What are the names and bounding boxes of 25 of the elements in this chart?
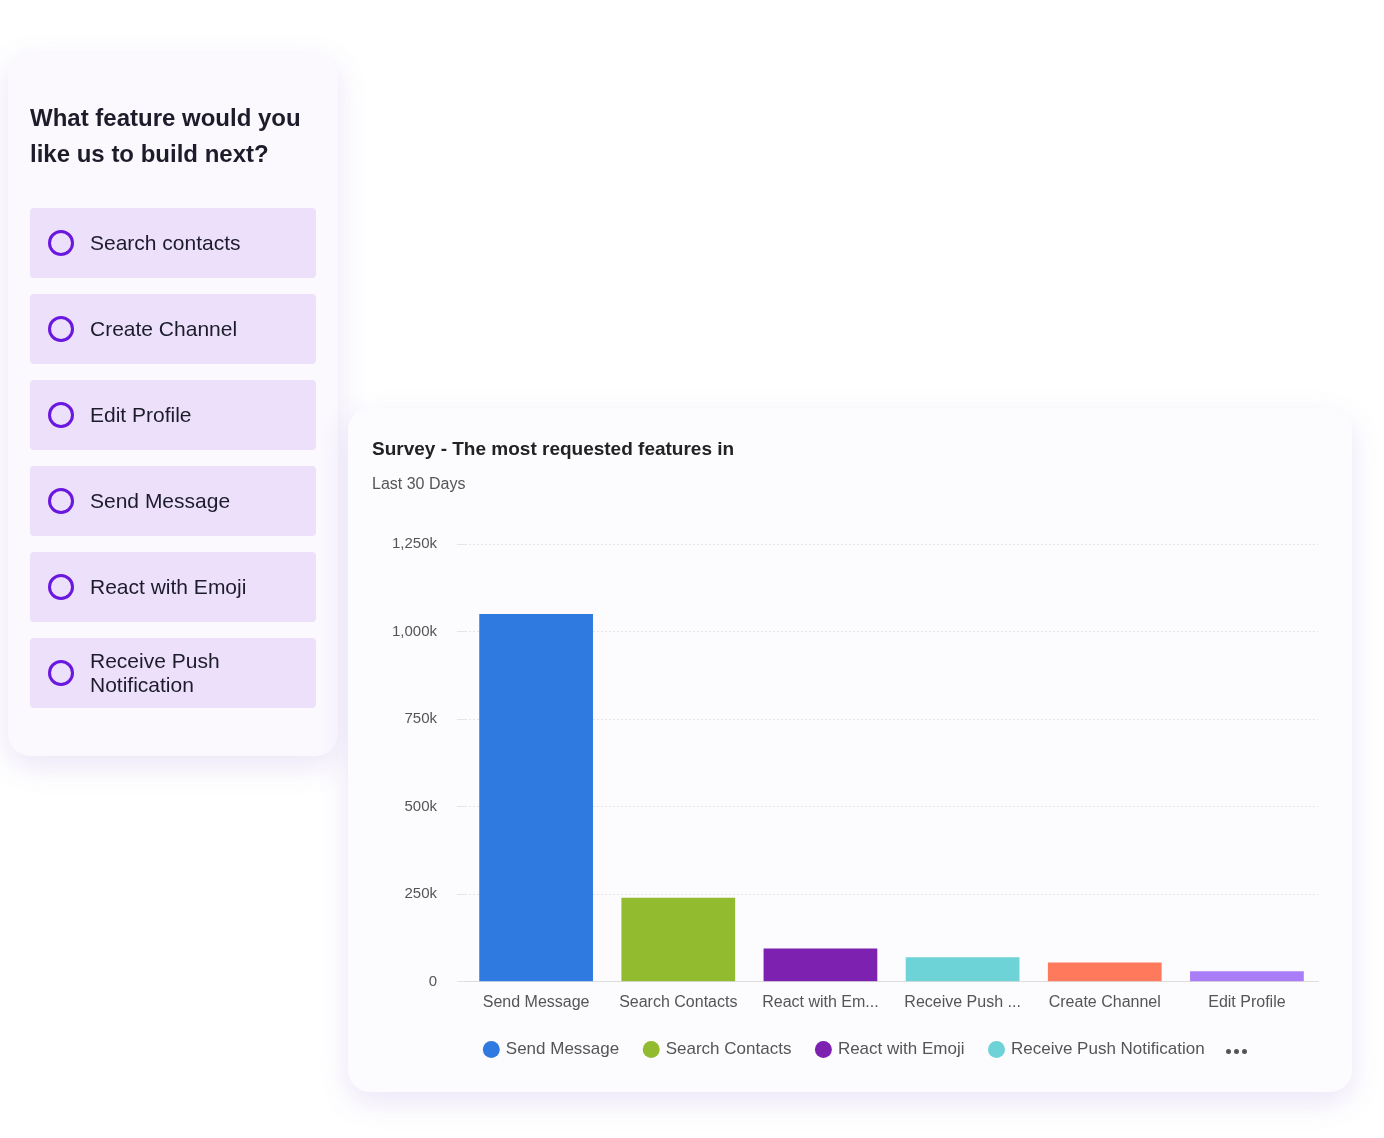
text: Create Channel (90, 317, 238, 341)
text: What feature would you like us to build next? (30, 103, 302, 169)
x-tick-label: React with Em... (762, 992, 879, 1010)
y-tick-label: 1,250k (391, 534, 438, 552)
legend-label: Send Message (505, 1039, 620, 1059)
legend-label: React with Emoji (837, 1039, 965, 1059)
y-tick-label: 0 (428, 971, 438, 989)
text: Edit Profile (90, 403, 192, 427)
text: Send Message (90, 489, 231, 513)
y-tick-label: 250k (404, 884, 438, 902)
y-tick-label: 1,000k (391, 621, 438, 639)
chart-title: Survey - The most requested features in (372, 437, 735, 459)
text: Search contacts (90, 231, 241, 255)
text: React with Emoji (90, 575, 247, 599)
chart-subtitle: Last 30 Days (372, 474, 466, 492)
x-tick-label: Create Channel (1048, 992, 1161, 1010)
legend-label: Search Contacts (665, 1039, 792, 1059)
x-tick-label: Search Contacts (619, 992, 738, 1010)
text: Receive Push Notification (90, 649, 221, 697)
x-tick-label: Receive Push ... (904, 992, 1021, 1010)
legend-label: Receive Push Notification (1010, 1039, 1205, 1059)
x-tick-label: Send Message (482, 992, 590, 1010)
y-tick-label: 750k (404, 709, 438, 727)
y-tick-label: 500k (404, 796, 438, 814)
x-tick-label: Edit Profile (1208, 992, 1286, 1010)
